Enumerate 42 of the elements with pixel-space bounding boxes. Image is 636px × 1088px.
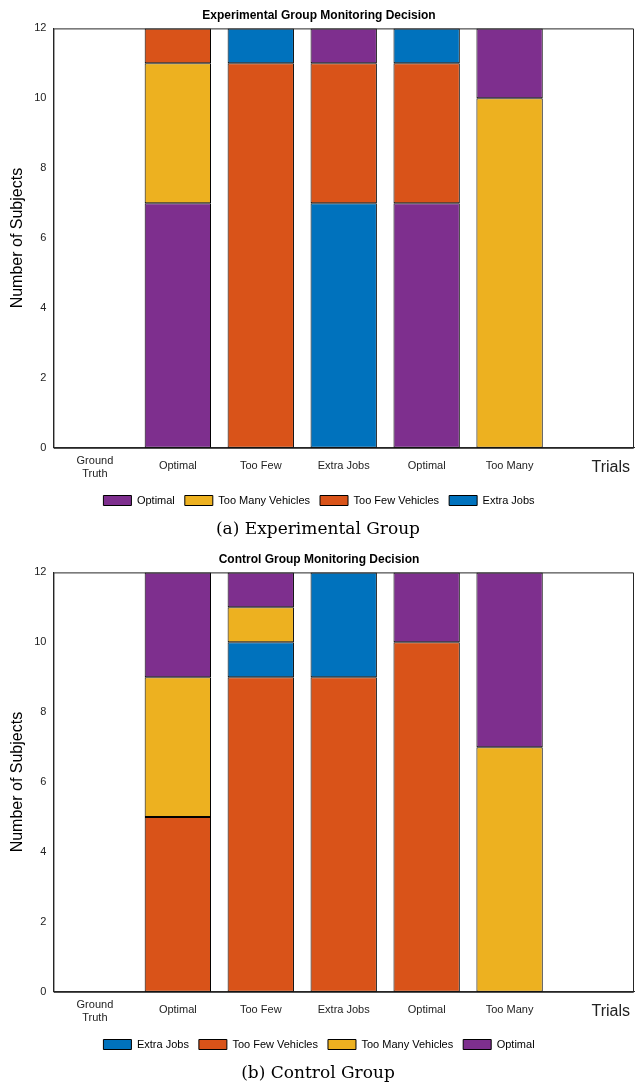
y-tick-label: 4 xyxy=(40,845,47,858)
text: (b) Control Group xyxy=(240,1061,396,1084)
x-tick-label: Optimal xyxy=(158,459,197,472)
text: (a) Experimental Group xyxy=(215,517,421,540)
legend-label: Extra Jobs xyxy=(482,493,536,506)
y-tick-label: 8 xyxy=(40,161,47,174)
y-tick-label: 10 xyxy=(34,635,47,648)
x-tick-label: Optimal xyxy=(407,459,446,472)
legend-label: Too Few Vehicles xyxy=(353,493,440,506)
x-axis-title: Trials xyxy=(591,458,630,476)
y-tick-label: 0 xyxy=(40,440,47,453)
x-tick-label: Extra Jobs xyxy=(317,1003,371,1016)
x-tick-label: Optimal xyxy=(158,1003,197,1016)
legend-label: Extra Jobs xyxy=(136,1037,190,1050)
x-axis-title: Trials xyxy=(591,1002,630,1020)
legend-label: Too Many Vehicles xyxy=(361,1037,454,1050)
legend-label: Too Few Vehicles xyxy=(232,1037,319,1050)
y-tick-label: 4 xyxy=(40,301,47,314)
y-axis-title: Number of Subjects xyxy=(8,711,26,853)
x-tick-label: Optimal xyxy=(407,1003,446,1016)
y-axis-title: Number of Subjects xyxy=(8,167,26,309)
x-tick-label: Extra Jobs xyxy=(317,459,371,472)
y-tick-label: 2 xyxy=(40,370,47,383)
y-tick-label: 6 xyxy=(40,775,47,788)
y-tick-label: 6 xyxy=(40,231,47,244)
text: Ground Truth xyxy=(76,454,114,480)
y-tick-label: 12 xyxy=(34,565,47,578)
y-tick-label: 10 xyxy=(34,91,47,104)
legend-label: Optimal xyxy=(496,1037,535,1050)
x-tick-label: Too Many xyxy=(485,459,534,472)
chart-title: Control Group Monitoring Decision xyxy=(218,551,420,566)
x-tick-label: Too Few xyxy=(239,459,282,472)
legend-label: Too Many Vehicles xyxy=(218,493,311,506)
y-tick-label: 8 xyxy=(40,705,47,718)
y-tick-label: 2 xyxy=(40,914,47,927)
y-tick-label: 12 xyxy=(34,21,47,34)
chart-title: Experimental Group Monitoring Decision xyxy=(202,7,436,22)
x-tick-label: Too Few xyxy=(239,1003,282,1016)
x-tick-label: Too Many xyxy=(485,1003,534,1016)
y-tick-label: 0 xyxy=(40,984,47,997)
text: Ground Truth xyxy=(76,998,114,1024)
legend-label: Optimal xyxy=(136,493,175,506)
